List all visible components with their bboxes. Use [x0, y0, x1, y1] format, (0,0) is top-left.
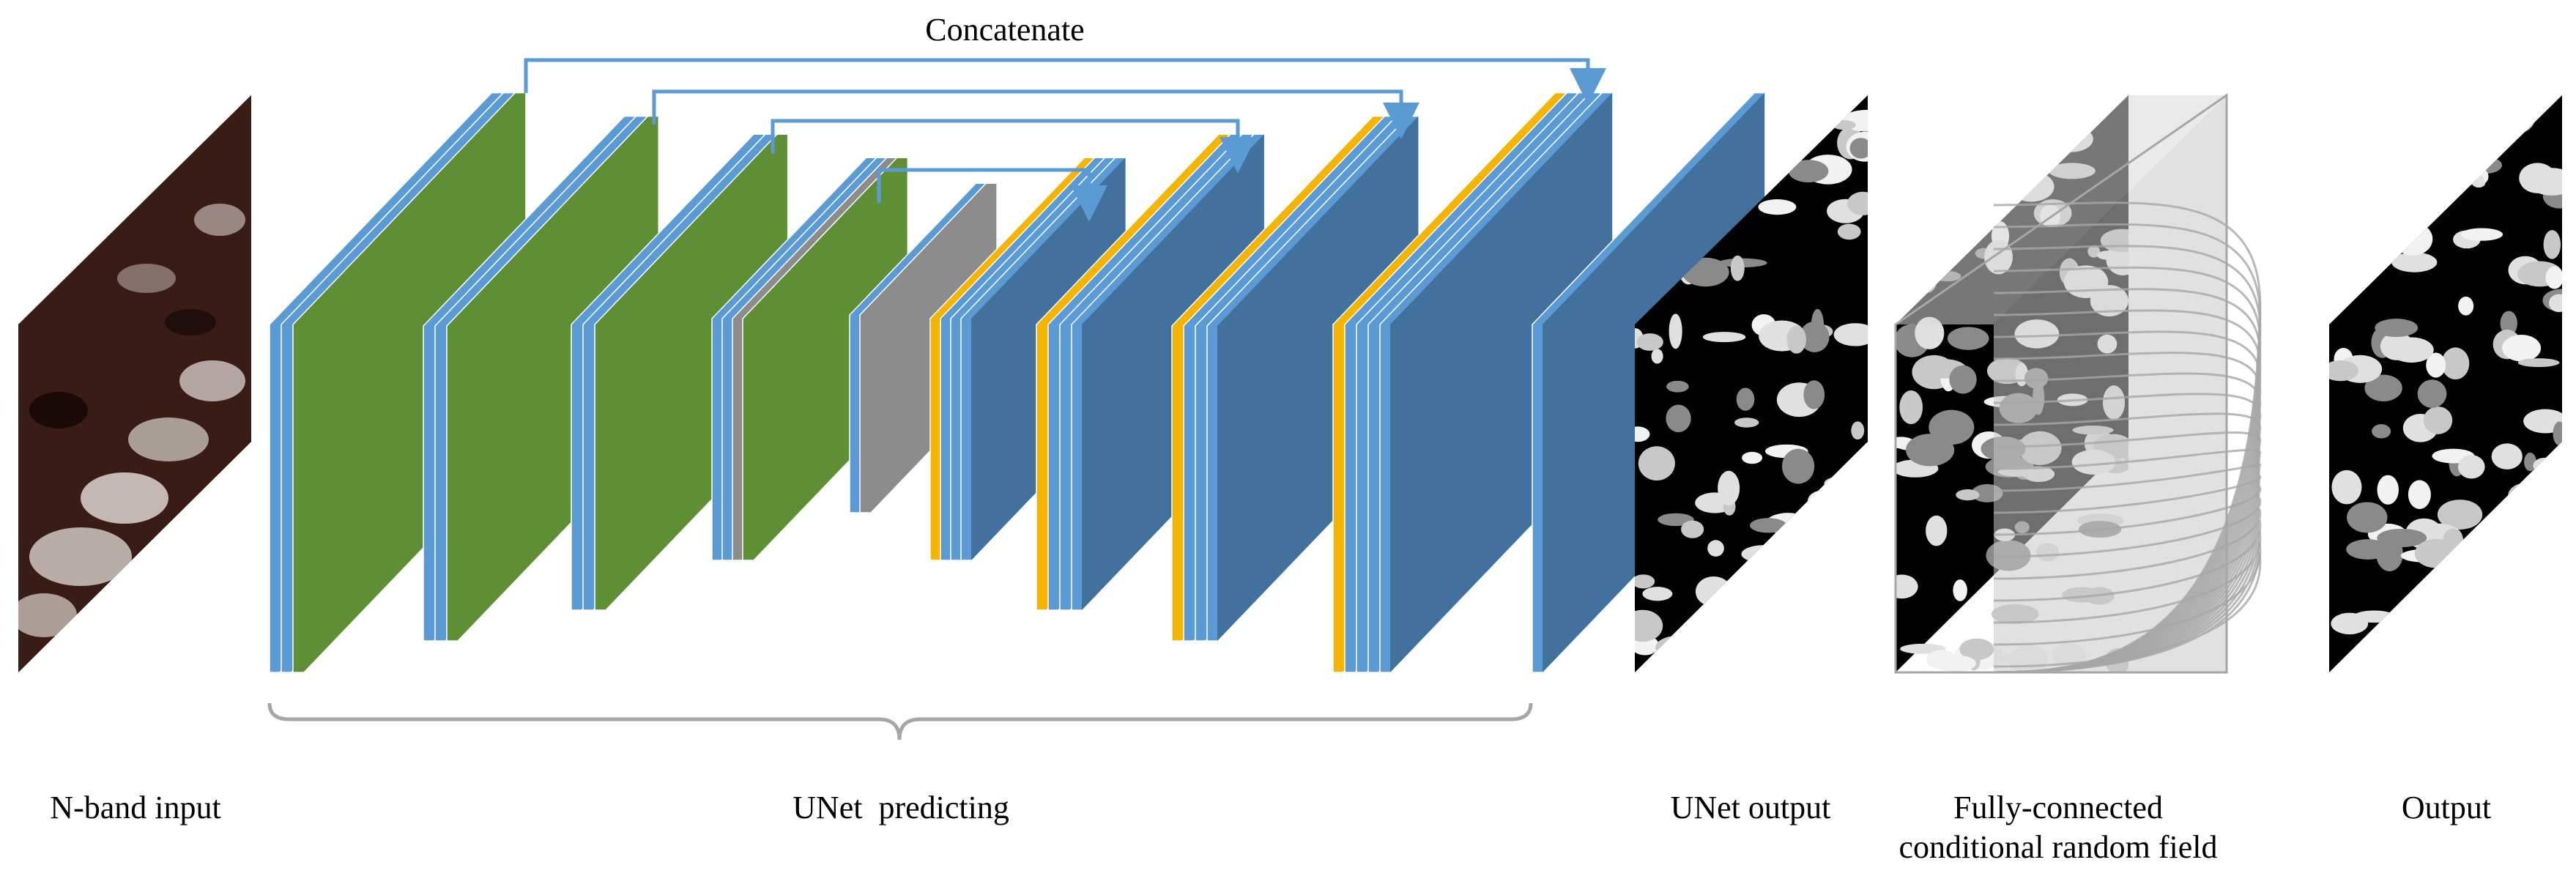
- crf-label-line1: Fully-connected: [1953, 790, 2163, 825]
- crf-graphic: [1894, 93, 2262, 674]
- input-image: [18, 95, 251, 672]
- final-output-image: [2329, 95, 2562, 672]
- input-label: N-band input: [50, 790, 221, 825]
- output-label: Output: [2401, 790, 2492, 825]
- skip-arrow-3: [877, 168, 1107, 222]
- skip-arrow-0: [524, 58, 1606, 105]
- layer-face-8: [1390, 92, 1613, 672]
- layer-face-0: [303, 92, 526, 672]
- concatenate-arrows: [524, 58, 1606, 222]
- layer-face-3: [753, 157, 907, 561]
- concatenate-label: Concatenate: [925, 12, 1085, 48]
- unet-predicting-label: UNet predicting: [793, 790, 1009, 825]
- layer-face-2: [605, 134, 787, 610]
- unet-output-label: UNet output: [1670, 790, 1831, 825]
- layer-face-7: [1217, 116, 1419, 641]
- skip-arrow-2: [771, 119, 1256, 174]
- unet-brace: [267, 702, 1533, 741]
- layer-face-1: [457, 116, 658, 641]
- unet-layers: [269, 92, 1765, 673]
- crf-label-line2: conditional random field: [1898, 829, 2218, 865]
- skip-arrow-1: [652, 89, 1419, 139]
